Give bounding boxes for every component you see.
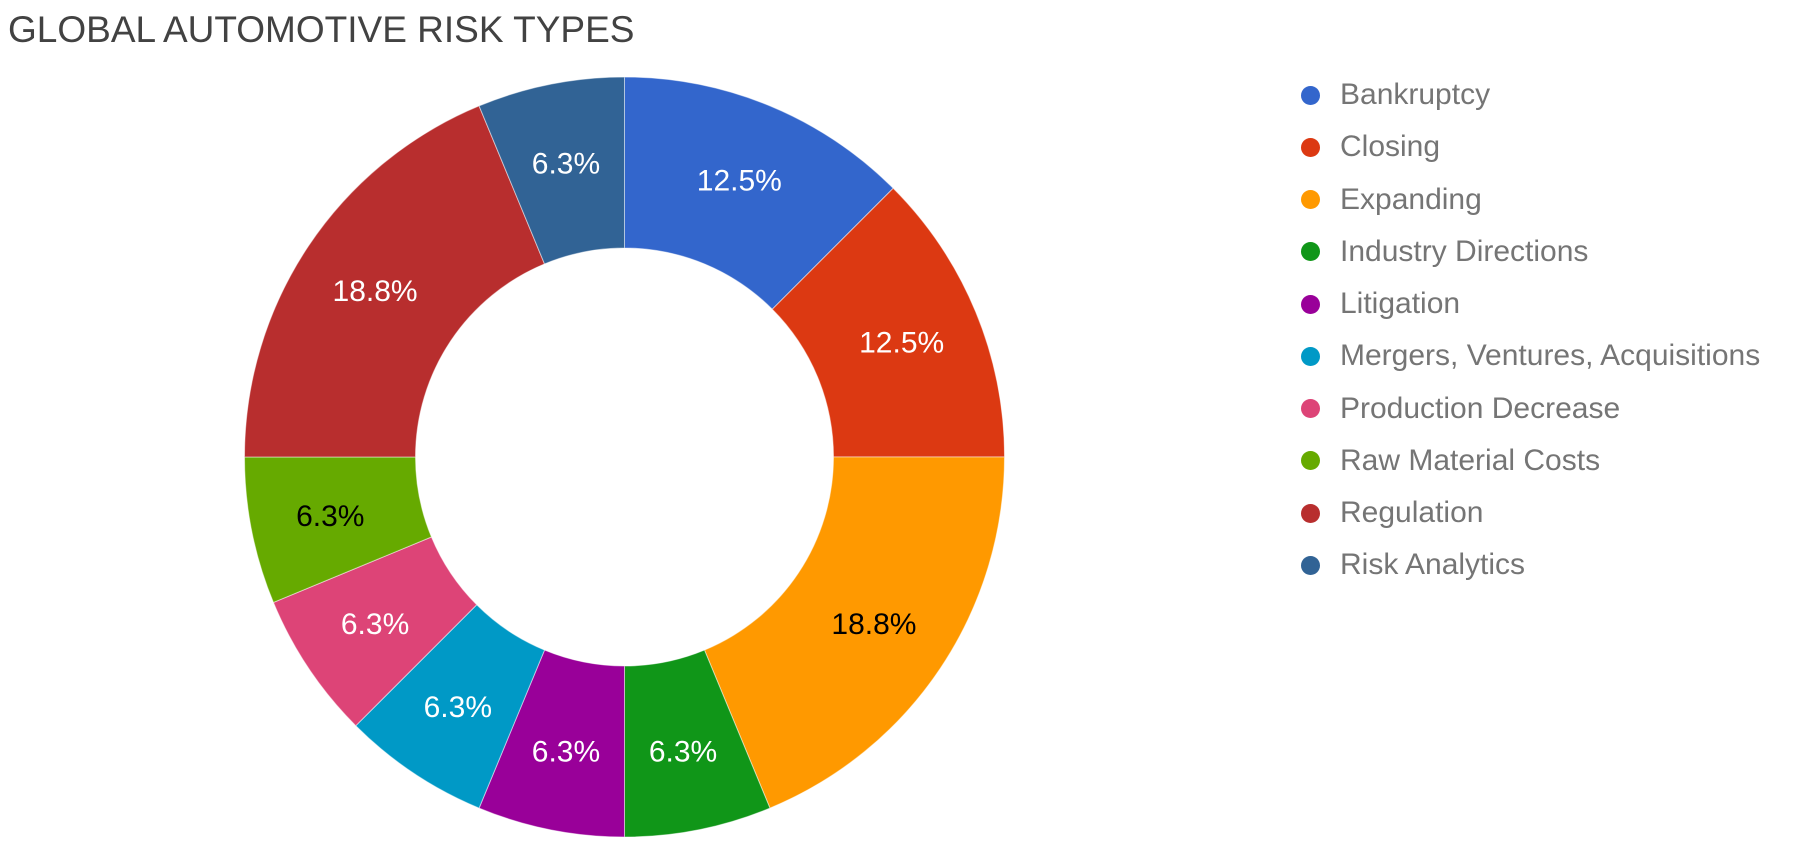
legend-label: Risk Analytics — [1340, 548, 1526, 582]
slice-label-expanding: 18.8% — [831, 608, 916, 641]
legend-item-bankruptcy: Bankruptcy — [1301, 69, 1760, 121]
legend-swatch-icon — [1301, 399, 1320, 419]
legend-label: Bankruptcy — [1340, 78, 1491, 112]
legend-label: Mergers, Ventures, Acquisitions — [1340, 339, 1761, 373]
chart-title: GLOBAL AUTOMOTIVE RISK TYPES — [8, 9, 635, 50]
slice-label-closing: 12.5% — [859, 327, 944, 360]
slice-label-raw-material-costs: 6.3% — [296, 500, 364, 533]
pie-slice-risk-analytics[interactable] — [478, 76, 625, 265]
pie-slice-expanding[interactable] — [703, 456, 1006, 809]
legend-label: Raw Material Costs — [1340, 443, 1601, 477]
legend-swatch-icon — [1301, 451, 1320, 471]
legend-item-litigation: Litigation — [1301, 278, 1760, 330]
legend-item-mergers-ventures-acquisitions: Mergers, Ventures, Acquisitions — [1301, 330, 1760, 382]
legend-label: Regulation — [1340, 496, 1484, 530]
legend-item-production-decrease: Production Decrease — [1301, 383, 1760, 435]
pie-slice-regulation[interactable] — [243, 105, 546, 458]
legend-swatch-icon — [1301, 85, 1320, 105]
legend-label: Litigation — [1340, 287, 1461, 321]
chart-legend: Bankruptcy Closing Expanding Industry Direc… — [1301, 69, 1760, 592]
legend-label: Industry Directions — [1340, 234, 1589, 268]
legend-item-risk-analytics: Risk Analytics — [1301, 539, 1760, 591]
slice-label-mergers-ventures-acquisitions: 6.3% — [424, 691, 492, 724]
legend-item-raw-material-costs: Raw Material Costs — [1301, 435, 1760, 487]
legend-label: Production Decrease — [1340, 391, 1621, 425]
legend-item-expanding: Expanding — [1301, 174, 1760, 226]
legend-swatch-icon — [1301, 242, 1320, 262]
legend-label: Closing — [1340, 130, 1441, 164]
legend-swatch-icon — [1301, 346, 1320, 366]
legend-label: Expanding — [1340, 182, 1482, 216]
slice-label-regulation: 18.8% — [333, 275, 418, 308]
legend-swatch-icon — [1301, 503, 1320, 523]
pie-slice-closing[interactable] — [771, 187, 1006, 458]
pie-slice-bankruptcy[interactable] — [624, 76, 894, 310]
legend-swatch-icon — [1301, 190, 1320, 210]
legend-item-industry-directions: Industry Directions — [1301, 226, 1760, 278]
slice-label-risk-analytics: 6.3% — [532, 147, 600, 180]
slice-label-production-decrease: 6.3% — [341, 608, 409, 641]
legend-item-regulation: Regulation — [1301, 487, 1760, 539]
legend-swatch-icon — [1301, 555, 1320, 575]
legend-swatch-icon — [1301, 294, 1320, 314]
legend-item-closing: Closing — [1301, 121, 1760, 173]
slice-label-industry-directions: 6.3% — [649, 736, 717, 769]
legend-swatch-icon — [1301, 137, 1320, 157]
slice-label-litigation: 6.3% — [532, 736, 600, 769]
slice-label-bankruptcy: 12.5% — [697, 164, 782, 197]
